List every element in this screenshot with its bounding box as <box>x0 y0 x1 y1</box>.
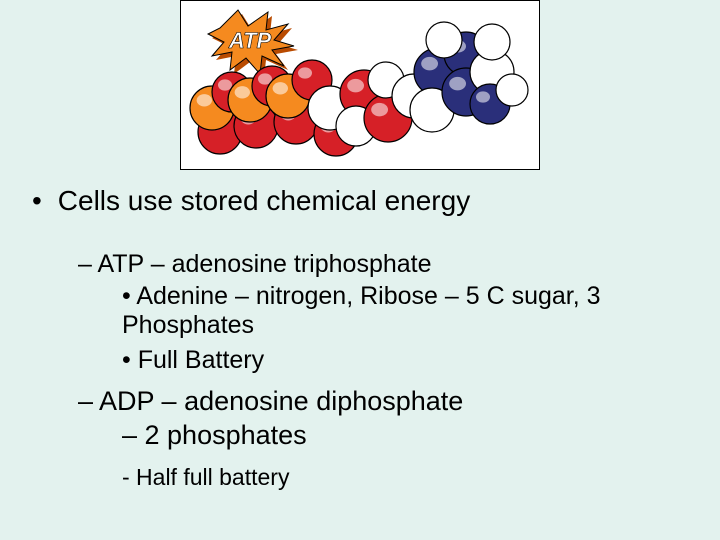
main-bullet: • Cells use stored chemical energy <box>32 185 470 217</box>
slide: ATP • Cells use stored chemical energy –… <box>0 0 720 540</box>
full-battery-line: • Full Battery <box>122 346 680 375</box>
atp-line: – ATP – adenosine triphosphate <box>78 250 432 279</box>
atp-label: ATP <box>208 10 298 78</box>
half-battery-line: - Half full battery <box>122 464 289 490</box>
atom-sphere <box>496 74 528 106</box>
svg-text:ATP: ATP <box>228 28 272 53</box>
molecule-svg: ATP <box>180 0 540 170</box>
bullet-dot: • <box>32 185 50 217</box>
main-bullet-text: Cells use stored chemical energy <box>58 185 470 216</box>
atom-sphere <box>474 24 510 60</box>
adenine-line: • Adenine – nitrogen, Ribose – 5 C sugar… <box>122 282 680 340</box>
atom-sphere <box>426 22 462 58</box>
two-phosphates-line: – 2 phosphates <box>122 420 307 451</box>
atp-molecule-image: ATP <box>180 0 540 170</box>
adp-line: – ADP – adenosine diphosphate <box>78 386 463 417</box>
